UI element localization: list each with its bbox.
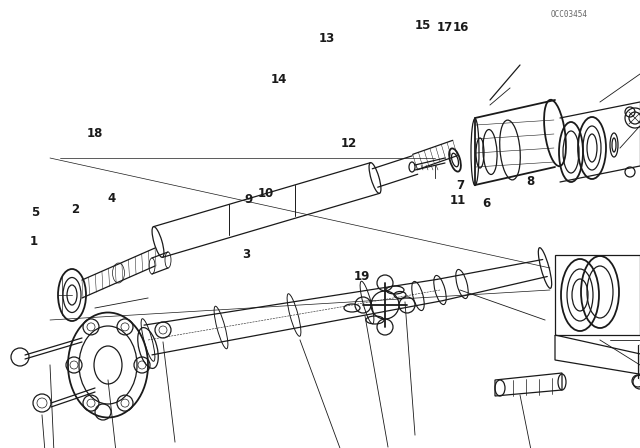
Text: 17: 17 [436, 21, 453, 34]
Text: 12: 12 [340, 137, 357, 150]
Text: OCC03454: OCC03454 [551, 10, 588, 19]
Text: 5: 5 [31, 206, 39, 220]
Text: 10: 10 [257, 187, 274, 200]
Text: 7: 7 [457, 179, 465, 193]
Text: 16: 16 [452, 21, 469, 34]
Text: 15: 15 [414, 19, 431, 33]
Text: 4: 4 [108, 191, 116, 205]
Text: 13: 13 [318, 31, 335, 45]
Text: 8: 8 [526, 175, 534, 188]
Text: 19: 19 [353, 270, 370, 284]
Text: 11: 11 [449, 194, 466, 207]
Text: 18: 18 [86, 127, 103, 140]
Text: 3: 3 [243, 248, 250, 261]
Text: 1: 1 [29, 234, 37, 248]
Text: 6: 6 [483, 197, 490, 211]
Text: 9: 9 [244, 193, 252, 206]
Text: 2: 2 [72, 203, 79, 216]
Text: 14: 14 [270, 73, 287, 86]
